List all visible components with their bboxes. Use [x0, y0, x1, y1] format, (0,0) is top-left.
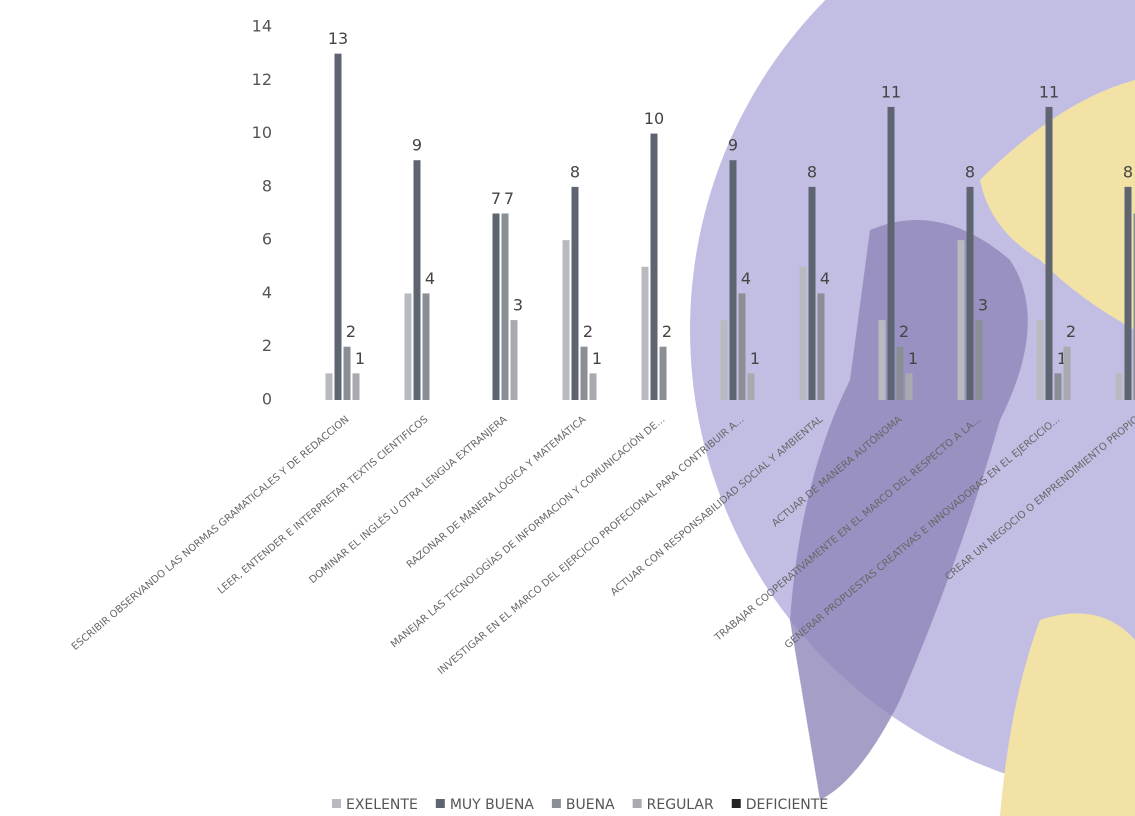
legend-label: MUY BUENA	[450, 797, 534, 813]
bar	[413, 160, 421, 400]
bar	[975, 320, 983, 400]
bar	[1045, 106, 1053, 400]
legend-swatch	[435, 799, 445, 808]
data-label: 4	[425, 269, 435, 288]
legend-label: REGULAR	[647, 797, 714, 813]
legend-swatch	[632, 799, 642, 808]
bar	[501, 213, 509, 400]
bar	[957, 240, 965, 400]
bar	[492, 213, 500, 400]
bar	[1124, 186, 1132, 400]
x-tick-label: MANEJAR LAS TECNOLOGÍAS DE INFORMACION Y…	[388, 413, 668, 651]
data-label: 7	[491, 189, 501, 208]
data-label: 11	[1039, 82, 1059, 101]
legend-swatch	[551, 799, 561, 808]
data-label: 1	[908, 349, 918, 368]
bar	[1063, 346, 1071, 400]
y-tick-label: 0	[262, 390, 272, 409]
bar	[580, 346, 588, 400]
background-globe	[690, 0, 1135, 816]
data-label: 2	[1066, 322, 1076, 341]
data-label: 2	[583, 322, 593, 341]
legend-swatch	[332, 799, 341, 808]
bar	[343, 346, 351, 400]
y-tick-label: 8	[262, 176, 272, 195]
bar	[422, 293, 430, 400]
bar	[817, 293, 825, 400]
bar	[659, 346, 667, 400]
y-tick-label: 10	[252, 123, 272, 142]
bar	[799, 266, 807, 400]
y-tick-label: 4	[262, 283, 272, 302]
data-label: 3	[513, 296, 523, 315]
data-label: 1	[750, 349, 760, 368]
data-label: 13	[328, 29, 348, 48]
data-label: 9	[728, 136, 738, 155]
legend-label: DEFICIENTE	[746, 797, 828, 813]
bar	[1054, 373, 1062, 400]
bar	[562, 240, 570, 400]
data-label: 8	[570, 162, 580, 181]
bar	[352, 373, 360, 400]
legend-swatch	[731, 799, 741, 808]
bar	[887, 106, 895, 400]
legend-label: BUENA	[566, 797, 615, 813]
data-label: 8	[965, 162, 975, 181]
data-label: 2	[662, 322, 672, 341]
bar	[1036, 320, 1044, 400]
x-tick-label: INVESTIGAR EN EL MARCO DEL EJERCICIO PRO…	[436, 414, 746, 677]
bar	[334, 53, 342, 401]
bar	[896, 346, 904, 400]
legend-label: EXELENTE	[346, 797, 418, 813]
bar	[404, 293, 412, 400]
bar	[966, 186, 974, 400]
data-label: 3	[978, 296, 988, 315]
data-label: 1	[592, 349, 602, 368]
bar	[571, 186, 579, 400]
bar	[905, 373, 913, 400]
data-label: 4	[820, 269, 830, 288]
bar	[747, 373, 755, 400]
bar	[650, 133, 658, 401]
data-label: 1	[355, 349, 365, 368]
bar	[878, 320, 886, 400]
bar	[808, 186, 816, 400]
data-label: 11	[881, 82, 901, 101]
x-tick-label: ESCRIBIR OBSERVANDO LAS NORMAS GRAMATICA…	[70, 414, 351, 653]
bar	[1115, 373, 1123, 400]
y-tick-label: 6	[262, 230, 272, 249]
y-tick-label: 12	[252, 70, 272, 89]
bar	[729, 160, 737, 400]
data-label: 2	[899, 322, 909, 341]
data-label: 9	[412, 136, 422, 155]
data-label: 2	[346, 322, 356, 341]
bar	[720, 320, 728, 400]
data-label: 4	[741, 269, 751, 288]
x-tick-label: RAZONAR DE MANERA LÓGICA Y MATEMÁTICA	[404, 413, 589, 571]
bar	[325, 373, 333, 400]
bar	[589, 373, 597, 400]
bar	[641, 266, 649, 400]
data-label: 8	[1123, 162, 1133, 181]
data-label: 8	[807, 162, 817, 181]
data-label: 1	[1057, 349, 1067, 368]
data-label: 7	[504, 189, 514, 208]
bar	[510, 320, 518, 400]
y-tick-label: 2	[262, 336, 272, 355]
y-tick-label: 14	[252, 17, 272, 36]
bar	[1133, 213, 1135, 400]
data-label: 10	[644, 109, 664, 128]
bar	[738, 293, 746, 400]
